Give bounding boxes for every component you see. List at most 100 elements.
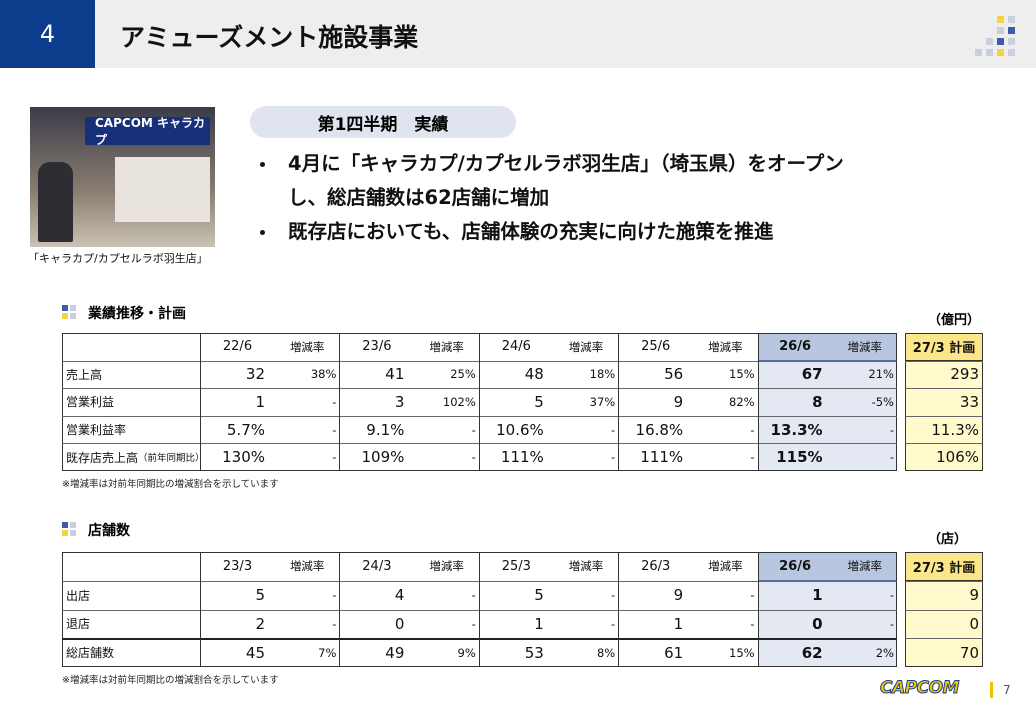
icon-square bbox=[62, 305, 68, 311]
value-cell: 115% bbox=[776, 448, 823, 467]
column-header: 25/3 bbox=[501, 558, 531, 574]
value-cell: 49 bbox=[385, 643, 405, 662]
value-cell: 111% bbox=[500, 448, 544, 467]
rate-cell: - bbox=[750, 450, 755, 465]
row-line bbox=[905, 609, 983, 611]
value-cell: 48 bbox=[524, 365, 544, 384]
row-line bbox=[905, 638, 983, 640]
rate-cell: 38% bbox=[310, 367, 337, 382]
table-unit: （億円） bbox=[928, 313, 981, 328]
column-header: 25/6 bbox=[641, 339, 671, 355]
rate-cell: - bbox=[471, 588, 476, 603]
column-header: 24/3 bbox=[362, 558, 392, 574]
col-line bbox=[478, 552, 480, 668]
column-header: 26/6 bbox=[779, 339, 812, 355]
rate-cell: - bbox=[332, 422, 337, 437]
rate-cell: - bbox=[750, 616, 755, 631]
row-line bbox=[905, 388, 983, 390]
col-line bbox=[200, 333, 201, 471]
rate-cell: - bbox=[750, 422, 755, 437]
rate-cell: 15% bbox=[729, 645, 755, 660]
column-header: 増減率 bbox=[429, 559, 464, 574]
icon-square bbox=[62, 522, 68, 528]
value-cell: 70 bbox=[959, 643, 979, 662]
col-line bbox=[200, 552, 201, 668]
highlight-header-bg bbox=[757, 552, 897, 581]
value-cell: 5 bbox=[255, 586, 265, 605]
col-line bbox=[339, 333, 341, 471]
plan-header-bg bbox=[905, 552, 983, 581]
row-label-text: 出店 bbox=[66, 588, 91, 603]
value-cell: 1 bbox=[255, 392, 265, 411]
rate-cell: - bbox=[471, 450, 476, 465]
rate-cell: - bbox=[611, 588, 616, 603]
value-cell: 5 bbox=[534, 586, 544, 605]
value-cell: 13.3% bbox=[770, 420, 823, 439]
column-header: 増減率 bbox=[568, 559, 604, 574]
rate-cell: - bbox=[750, 588, 755, 603]
icon-square bbox=[70, 313, 76, 319]
section-number: 4 bbox=[0, 0, 95, 68]
footer-divider bbox=[990, 682, 993, 698]
footer-logo: CAPCOM bbox=[880, 678, 960, 699]
row-label: 退店 bbox=[62, 610, 200, 639]
rate-cell: - bbox=[611, 422, 616, 437]
value-cell: 1 bbox=[812, 586, 823, 605]
value-cell: 0 bbox=[969, 614, 979, 633]
rate-cell: - bbox=[889, 450, 894, 465]
table-icon bbox=[62, 305, 76, 319]
value-cell: 5.7% bbox=[226, 420, 265, 439]
column-header: 増減率 bbox=[847, 559, 883, 574]
value-cell: 111% bbox=[640, 448, 684, 467]
rate-cell: 25% bbox=[450, 367, 476, 382]
value-cell: 1 bbox=[673, 614, 684, 633]
value-cell: 61 bbox=[664, 643, 684, 662]
page-number: 7 bbox=[1003, 683, 1011, 697]
photo-sign: CAPCOM キャラカプ bbox=[85, 116, 210, 147]
row-label-text: 既存店売上高 bbox=[66, 450, 139, 465]
icon-square bbox=[70, 530, 76, 536]
column-header: 増減率 bbox=[708, 339, 743, 354]
row-label: 出店 bbox=[62, 581, 200, 610]
value-cell: 45 bbox=[245, 643, 265, 662]
value-cell: 3 bbox=[394, 392, 405, 411]
value-cell: 9.1% bbox=[366, 420, 405, 439]
rate-cell: 18% bbox=[589, 367, 616, 382]
table-note: ※増減率は対前年同期比の増減割合を示しています bbox=[62, 479, 279, 490]
column-header: 26/6 bbox=[779, 558, 812, 574]
row-label-text: 売上高 bbox=[66, 367, 103, 382]
row-label: 総店舗数 bbox=[62, 638, 200, 667]
table-note: ※増減率は対前年同期比の増減割合を示しています bbox=[62, 675, 279, 687]
column-header: 27/3 計画 bbox=[912, 341, 976, 357]
bullet-dot bbox=[260, 162, 265, 167]
row-label-text: 営業利益率 bbox=[66, 423, 127, 438]
value-cell: 56 bbox=[664, 365, 684, 384]
col-line bbox=[618, 333, 620, 471]
row-line bbox=[905, 360, 983, 362]
value-cell: 16.8% bbox=[635, 420, 684, 439]
photo-caption: 「キャラカプ/カプセルラボ羽生店」 bbox=[28, 252, 208, 265]
value-cell: 53 bbox=[524, 643, 544, 662]
icon-square bbox=[62, 530, 68, 536]
value-cell: 10.6% bbox=[496, 420, 544, 439]
bullet-list: 4月に「キャラカプ/カプセルラボ羽生店」（埼玉県）をオープンし、総店舗数は62店… bbox=[258, 147, 908, 249]
deco-squares bbox=[975, 12, 1025, 60]
value-cell: 11.3% bbox=[931, 420, 979, 439]
value-cell: 9 bbox=[673, 586, 684, 605]
value-cell: 32 bbox=[245, 365, 265, 384]
bullet-item: 4月に「キャラカプ/カプセルラボ羽生店」（埼玉県）をオープンし、総店舗数は62店… bbox=[258, 147, 908, 215]
rate-cell: 82% bbox=[729, 394, 755, 409]
rate-cell: 102% bbox=[442, 394, 476, 409]
column-header: 増減率 bbox=[289, 559, 325, 574]
row-line bbox=[905, 580, 983, 582]
value-cell: 2 bbox=[255, 614, 265, 633]
rate-cell: - bbox=[332, 450, 337, 465]
value-cell: 41 bbox=[385, 365, 405, 384]
section-title: アミューズメント施設事業 bbox=[120, 23, 419, 52]
row-label-text: 営業利益 bbox=[66, 395, 115, 410]
value-cell: 5 bbox=[534, 392, 544, 411]
photo-shelves bbox=[115, 157, 210, 222]
rate-cell: - bbox=[611, 616, 616, 631]
column-header: 増減率 bbox=[568, 339, 604, 354]
